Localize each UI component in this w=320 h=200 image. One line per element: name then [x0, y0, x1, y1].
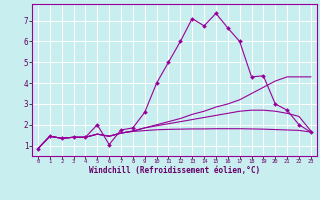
X-axis label: Windchill (Refroidissement éolien,°C): Windchill (Refroidissement éolien,°C) [89, 166, 260, 175]
